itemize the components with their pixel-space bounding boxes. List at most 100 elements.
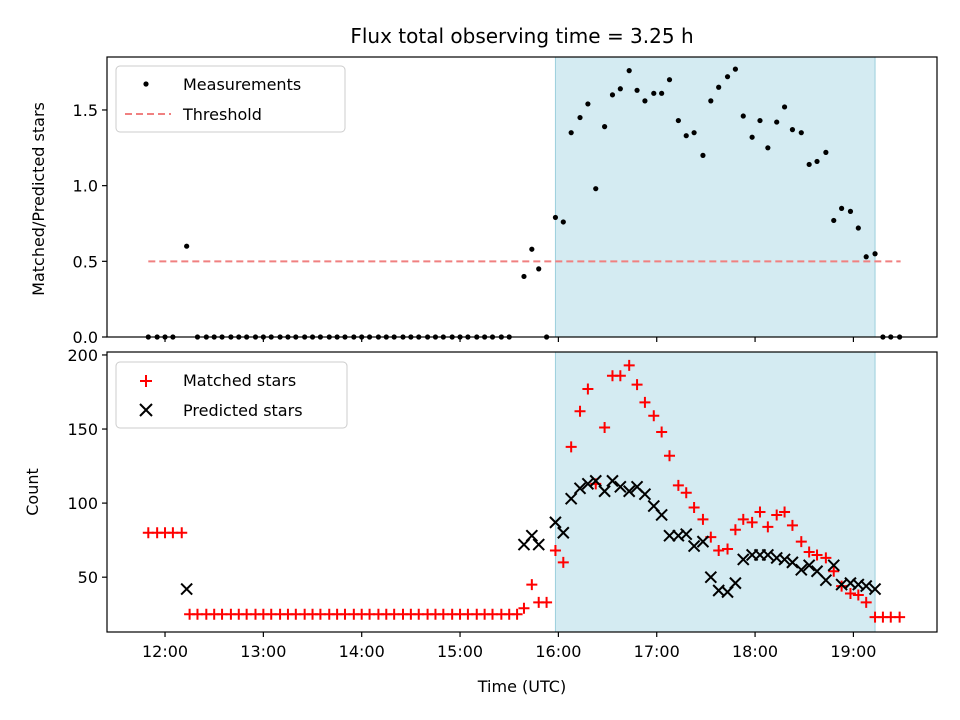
matched-star-point — [844, 587, 856, 599]
measurement-point — [651, 90, 657, 96]
measurement-point — [823, 149, 829, 155]
measurement-point — [798, 130, 804, 136]
predicted-star-point — [589, 474, 602, 488]
predicted-star-point — [557, 526, 570, 539]
predicted-star-point — [573, 482, 587, 495]
matched-star-point — [599, 422, 611, 434]
matched-star-point — [722, 543, 734, 555]
measurement-point — [708, 98, 714, 104]
measurement-point — [560, 219, 566, 225]
bottom-y-axis-label: Count — [23, 468, 42, 516]
measurement-point — [855, 225, 861, 231]
measurement-point — [724, 74, 731, 80]
matched-star-point — [762, 521, 774, 533]
measurement-point — [609, 92, 616, 98]
measurement-point — [872, 251, 878, 257]
predicted-star-point — [802, 559, 816, 572]
matched-star-point — [656, 426, 668, 438]
matched-star-point — [672, 479, 684, 491]
top-ytick-label: 1.5 — [73, 101, 98, 120]
measurement-point — [552, 214, 559, 221]
measurement-point — [184, 243, 190, 249]
measurement-point — [740, 113, 746, 119]
measurement-point — [634, 87, 640, 93]
bottom-y-ticks: 50 100 150 200 — [67, 346, 107, 587]
top-ytick-label: 1.0 — [73, 177, 98, 196]
bottom-ytick-label: 150 — [67, 420, 98, 439]
predicted-star-point — [737, 553, 750, 566]
measurement-point — [749, 134, 755, 140]
predicted-star-point — [622, 485, 636, 498]
predicted-star-point — [729, 576, 742, 590]
matched-star-point — [746, 516, 758, 528]
measurement-point — [806, 161, 812, 168]
top-x-ticks — [164, 337, 855, 342]
matched-star-point — [623, 359, 635, 371]
measurement-point — [659, 90, 665, 96]
predicted-star-point — [687, 539, 701, 553]
bottom-xtick-label: 13:00 — [240, 642, 286, 661]
matched-star-point — [803, 546, 815, 558]
measurement-point — [585, 101, 591, 107]
predicted-star-point — [795, 563, 808, 576]
bottom-ytick-label: 50 — [78, 568, 98, 587]
matched-star-point — [648, 410, 660, 422]
matched-star-point — [614, 370, 626, 382]
measurement-point — [529, 246, 535, 252]
bottom-xtick-label: 16:00 — [535, 642, 581, 661]
predicted-star-point — [655, 508, 668, 522]
matched-star-point — [574, 405, 586, 417]
matched-star-point — [786, 519, 798, 531]
measurement-point — [577, 114, 583, 121]
matched-star-point — [557, 556, 569, 568]
top-legend: Measurements Threshold — [115, 65, 346, 133]
measurement-point — [683, 133, 689, 139]
legend-threshold-label: Threshold — [182, 105, 262, 124]
predicted-star-point — [859, 579, 873, 593]
matched-star-point — [754, 506, 766, 518]
predicted-star-point — [532, 538, 545, 551]
top-legend-box — [115, 65, 346, 133]
predicted-star-point — [680, 528, 693, 541]
predicted-star-point — [614, 480, 627, 494]
legend-predicted-marker — [139, 403, 153, 417]
matched-star-point — [779, 506, 791, 518]
measurement-point — [691, 130, 697, 136]
measurement-point — [642, 98, 648, 104]
bottom-xtick-label: 14:00 — [339, 642, 385, 661]
top-y-ticks: 0.0 0.5 1.0 1.5 — [73, 101, 107, 347]
measurement-point — [789, 127, 796, 133]
predicted-star-point — [598, 485, 611, 498]
matched-star-point — [680, 487, 692, 499]
measurement-point — [521, 273, 527, 280]
bottom-legend-box — [115, 361, 348, 429]
measurement-point — [568, 130, 574, 136]
matched-star-point — [541, 596, 553, 608]
bottom-xtick-label: 12:00 — [142, 642, 188, 661]
predicted-star-point — [564, 492, 578, 505]
top-panel: 0.0 0.5 1.0 1.5 Matched/Predicted stars Mea… — [29, 56, 938, 347]
bottom-panel: 50 100 150 200 12:00 13:00 14:00 15:00 16:00 17:… — [23, 346, 938, 696]
matched-star-point — [836, 580, 848, 592]
matched-star-point — [737, 513, 749, 525]
predicted-star-point — [761, 548, 775, 562]
legend-predicted-label: Predicted stars — [183, 401, 303, 420]
matched-star-point — [771, 509, 783, 521]
predicted-star-point — [696, 535, 710, 548]
matched-star-point — [820, 552, 832, 564]
predicted-star-point — [581, 477, 595, 491]
matched-star-point — [631, 379, 643, 391]
matched-star-point — [729, 524, 741, 536]
measurement-point — [602, 124, 608, 130]
matched-star-point — [664, 450, 676, 462]
bottom-xtick-label: 19:00 — [830, 642, 876, 661]
predicted-star-point — [525, 529, 539, 542]
measurement-point — [839, 205, 845, 211]
measurement-point — [847, 208, 854, 214]
predicted-star-point — [606, 474, 619, 488]
measurement-point — [781, 104, 788, 110]
measurement-point — [700, 152, 706, 158]
measurement-point — [774, 119, 780, 125]
measurement-point — [863, 254, 869, 260]
